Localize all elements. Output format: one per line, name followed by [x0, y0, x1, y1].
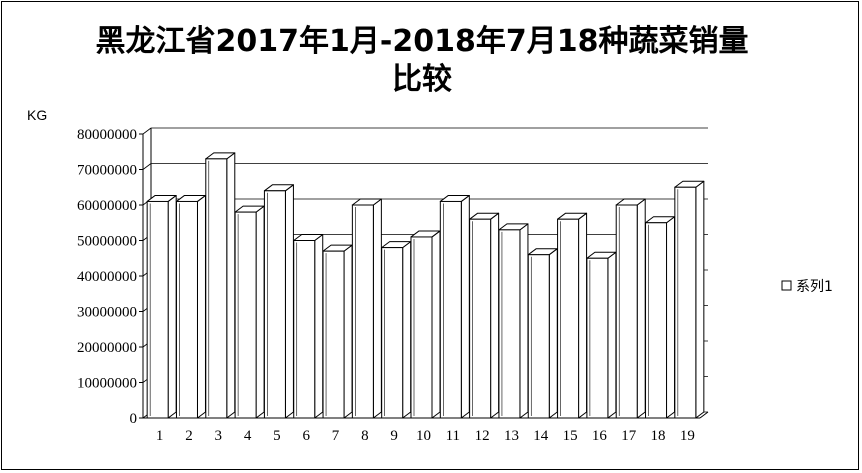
x-tick-label: 8	[361, 428, 369, 444]
bar-side	[636, 198, 646, 419]
bar-side	[284, 184, 294, 419]
x-tick-label: 4	[244, 428, 252, 444]
x-tick-label: 1	[156, 428, 164, 444]
bar	[175, 200, 198, 419]
x-tick-label: 17	[621, 428, 637, 444]
bar	[439, 200, 462, 419]
bar	[293, 240, 316, 419]
x-tick-label: 6	[302, 428, 310, 444]
bar	[674, 186, 697, 419]
x-tick-label: 10	[416, 428, 431, 444]
bar	[557, 218, 580, 419]
y-tick-label: 30000000	[77, 305, 137, 321]
bar-side	[548, 248, 558, 419]
bar-side	[460, 194, 470, 419]
chart-title-line-2: 比较	[392, 62, 452, 97]
bar	[263, 190, 286, 419]
x-tick-label: 11	[446, 428, 460, 444]
legend-label: 系列1	[796, 279, 833, 295]
legend: 系列1	[781, 279, 833, 295]
x-tick-label: 12	[475, 428, 490, 444]
bar	[351, 204, 374, 419]
x-tick-label: 14	[533, 428, 549, 444]
x-tick-label: 19	[680, 428, 695, 444]
bar-side	[666, 216, 676, 419]
x-tick-label: 16	[592, 428, 608, 444]
y-tick-label: 50000000	[77, 234, 137, 250]
gridline-side	[142, 127, 152, 135]
gridline-side	[142, 163, 152, 170]
x-tick-label: 3	[215, 428, 223, 444]
bar-side	[519, 223, 529, 419]
plot-area: 0 10000000 20000000 30000000 40000000 5000000…	[77, 127, 709, 444]
y-tick-label: 20000000	[77, 340, 137, 356]
bar-side	[372, 198, 382, 419]
bar-side	[578, 212, 588, 419]
x-tick-label: 13	[504, 428, 519, 444]
floor-right-edge	[699, 411, 709, 419]
bar	[469, 218, 492, 419]
y-tick-label: 80000000	[77, 127, 137, 143]
bar	[498, 229, 521, 419]
bar	[586, 257, 609, 419]
bar-side	[402, 241, 412, 419]
bar-side	[226, 152, 236, 419]
bar-side	[255, 205, 265, 419]
x-tick-label: 9	[390, 428, 398, 444]
bar-side	[196, 194, 206, 419]
bar	[615, 204, 638, 419]
x-tick-label: 5	[273, 428, 281, 444]
x-tick-label: 2	[185, 428, 193, 444]
y-axis-unit-label: KG	[27, 107, 47, 123]
y-tick-label: 60000000	[77, 198, 137, 214]
bar	[234, 211, 257, 419]
bar	[322, 250, 345, 419]
chart-title-line-1: 黑龙江省2017年1月-2018年7月18种蔬菜销量	[96, 24, 749, 59]
y-tick-label: 40000000	[77, 269, 137, 285]
bar-side	[167, 194, 177, 419]
bar-side	[314, 234, 324, 419]
x-tick-label: 18	[651, 428, 666, 444]
bar-side	[490, 212, 500, 419]
y-tick-label: 70000000	[77, 163, 137, 179]
bar-side	[343, 244, 353, 419]
bar	[410, 236, 433, 419]
x-tick-label: 7	[332, 428, 340, 444]
bar	[645, 222, 668, 419]
y-tick-label: 10000000	[77, 376, 137, 392]
bar	[146, 200, 169, 419]
bar	[381, 247, 404, 419]
bar	[527, 254, 550, 419]
bar-side	[431, 230, 441, 419]
legend-swatch	[781, 280, 792, 291]
y-tick-label: 0	[130, 411, 138, 427]
bar-side	[607, 251, 617, 419]
bar-side	[695, 180, 705, 419]
x-tick-label: 15	[563, 428, 578, 444]
bar	[205, 158, 228, 419]
